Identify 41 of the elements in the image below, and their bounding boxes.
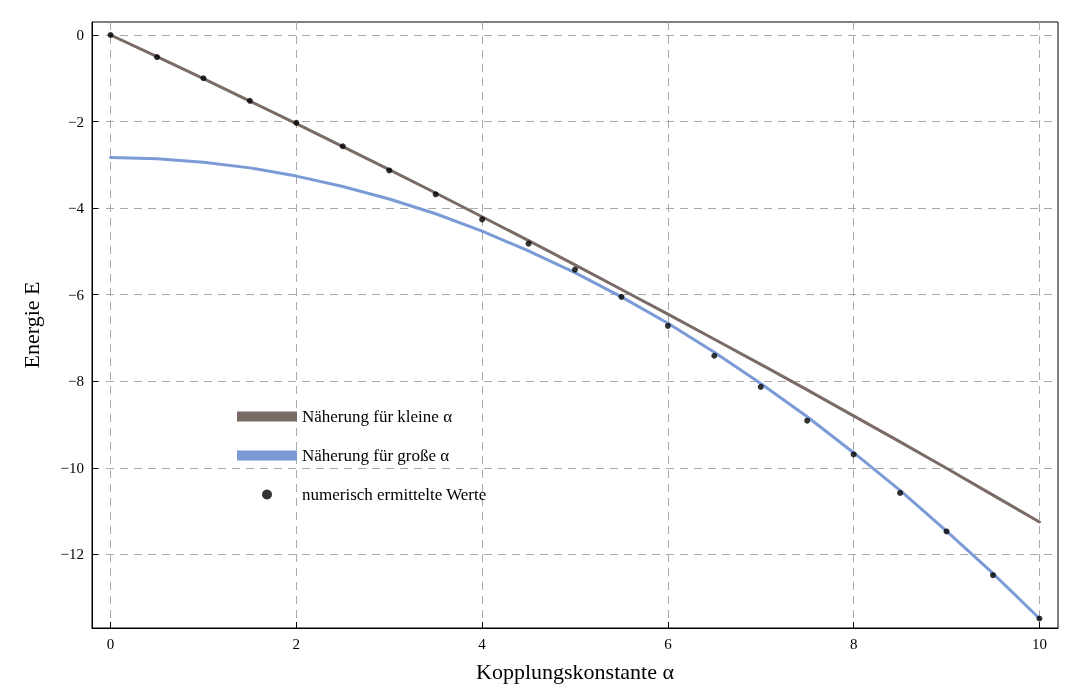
x-tick-label: 6 <box>664 635 673 652</box>
y-tick-label: −8 <box>68 373 84 390</box>
y-tick-label: −4 <box>68 200 85 217</box>
x-tick-label: 4 <box>478 635 487 652</box>
point <box>664 322 671 329</box>
point <box>246 97 253 104</box>
point <box>943 528 950 535</box>
point <box>1036 615 1043 622</box>
legend-label: Näherung für große α <box>302 446 450 465</box>
line-series <box>109 155 1041 620</box>
point <box>757 383 764 390</box>
y-tick-label: −10 <box>60 459 84 476</box>
point <box>618 293 625 300</box>
legend-label: Näherung für kleine α <box>302 407 453 426</box>
point <box>386 167 393 174</box>
point <box>107 31 114 38</box>
point <box>804 417 811 424</box>
y-tick-label: −6 <box>68 286 85 303</box>
y-tick-label: −12 <box>60 546 84 563</box>
point <box>479 216 486 223</box>
x-tick-label: 8 <box>849 635 858 652</box>
point <box>339 143 346 150</box>
y-axis-title: Energie E <box>18 281 44 369</box>
y-tick-label: 0 <box>76 26 84 43</box>
legend-label: numerisch ermittelte Werte <box>302 485 487 504</box>
x-tick-label: 0 <box>106 635 115 652</box>
point <box>200 75 207 82</box>
y-tick-label: −2 <box>68 113 84 130</box>
x-tick-label: 10 <box>1031 635 1047 652</box>
point <box>850 451 857 458</box>
line-series <box>109 33 1041 524</box>
point <box>525 240 532 247</box>
point <box>154 54 161 61</box>
point <box>572 266 578 273</box>
x-tick-label: 2 <box>292 635 301 652</box>
point <box>989 572 996 579</box>
point <box>711 352 718 359</box>
point <box>432 191 439 198</box>
point <box>293 119 300 126</box>
x-axis-title: Kopplungskonstante α <box>476 658 675 684</box>
point <box>897 489 904 496</box>
